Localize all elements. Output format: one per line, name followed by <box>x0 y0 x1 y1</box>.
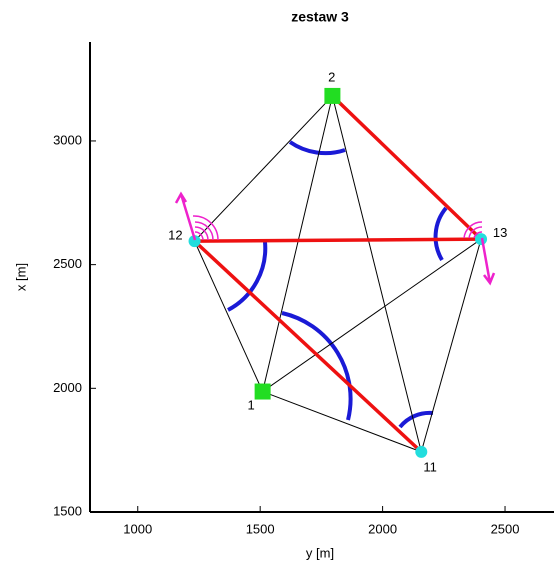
distance-line <box>193 239 423 454</box>
angle-arc <box>433 206 448 262</box>
y-tick-label: 3000 <box>53 132 82 147</box>
y-tick-label: 2500 <box>53 256 82 271</box>
x-tick-label: 1500 <box>246 521 275 536</box>
x-tick-label: 2000 <box>368 521 397 536</box>
shift-arrow <box>174 191 197 241</box>
observation-line <box>262 238 482 392</box>
error-ellipse <box>463 221 483 239</box>
observation-line <box>420 239 482 453</box>
x-tick-label: 1000 <box>123 521 152 536</box>
free-point <box>415 445 428 458</box>
observation-line <box>194 240 264 392</box>
error-ellipse <box>192 215 219 241</box>
angle-arc <box>281 311 353 421</box>
distance-line <box>331 94 483 241</box>
angle-arc <box>288 140 346 156</box>
distance-line <box>194 237 482 243</box>
y-axis-label: x [m] <box>13 263 28 291</box>
y-tick-label: 2000 <box>53 380 82 395</box>
angle-arcs <box>227 140 448 429</box>
x-tick-label: 2500 <box>491 521 520 536</box>
x-axis-label: y [m] <box>306 545 334 560</box>
error-ellipses <box>174 191 496 286</box>
fixed-point <box>324 87 341 104</box>
point-label: 11 <box>423 459 437 474</box>
free-point <box>188 235 201 248</box>
y-tick-label: 1500 <box>53 503 82 518</box>
shift-arrow <box>480 237 496 286</box>
point-label: 2 <box>328 69 335 84</box>
observation-line <box>194 95 333 242</box>
observation-line <box>262 95 333 392</box>
angle-arc <box>398 410 434 429</box>
point-label: 1 <box>247 398 254 413</box>
point-label: 12 <box>168 227 182 242</box>
observation-line <box>262 391 422 453</box>
point-label: 13 <box>493 225 507 240</box>
fixed-point <box>254 383 271 400</box>
angle-arc <box>227 241 268 312</box>
observation-line <box>331 95 422 453</box>
chart-title: zestaw 3 <box>291 9 349 25</box>
